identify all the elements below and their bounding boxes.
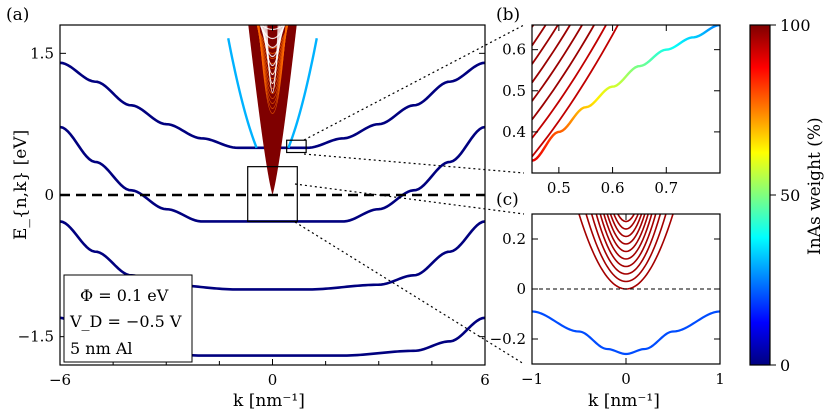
panel-b-red-band-4 [532,25,572,84]
panel-c-lower-band [532,310,720,356]
legend-phi: Φ = 0.1 eV [80,286,169,305]
panel-c-subband-0 [578,214,674,290]
panel-b-red-band-3 [532,25,584,102]
panel-c-subband-9 [616,214,636,223]
panel-c-subband-4 [599,214,653,260]
panel-b-label: (b) [496,5,520,25]
panel-b-xtick-label: 0.7 [654,179,678,197]
panel-b-graded-band [532,25,720,162]
panel-c-subband-8 [613,214,639,230]
colorbar-ticks: 0 50 100 [770,16,811,375]
panel-c-xtick-label: 1 [715,370,725,388]
inas-subband-highlight [254,12,291,21]
panel-a-ytick-label: −1.5 [18,328,54,346]
panel-b-red-band-2 [532,25,596,121]
inas-subband [256,25,289,54]
panel-c-subband-3 [595,214,657,268]
panel-c-ytick-label: 0 [516,280,526,298]
panel-b-ticks: 0.5 0.6 0.7 0.4 0.5 0.6 [502,25,720,197]
panel-a: −6 0 6 −1.5 0 1.5 (a) k [nm⁻¹] E_{n,k} [eV] Φ… [6,5,490,411]
panel-c-ticks: −1 0 1 −0.2 0 0.2 [490,214,725,388]
panel-c-label: (c) [496,190,519,210]
panel-b-frame [531,24,721,174]
panel-b-ytick-label: 0.6 [502,41,526,59]
panel-b-ytick-label: 0.5 [502,82,526,100]
panel-c-subband-1 [585,214,667,283]
panel-c-subband-6 [606,214,646,245]
panel-c-ytick-label: −0.2 [490,330,526,348]
hybrid-branch [287,37,318,149]
colorbar-tick-label: 0 [780,356,790,375]
inas-subband-highlight [255,20,289,21]
panel-b-xtick-label: 0.5 [547,179,571,197]
panel-c-subband-7 [609,214,643,238]
colorbar: 0 50 100 InAs weight (%) [749,16,825,375]
panel-b-red-band-0 [532,25,619,158]
inset-box-0 [286,139,307,154]
hybrid-branch [227,37,258,149]
panel-b-red-band-6 [532,25,547,47]
panel-b-xtick-label: 0.6 [601,179,625,197]
panel-b-ytick-label: 0.4 [502,123,526,141]
panel-a-label: (a) [6,5,29,25]
colorbar-gradient [749,24,771,366]
colorbar-tick-label: 100 [780,16,811,35]
panel-a-xtick-label: 0 [268,371,278,389]
legend-al: 5 nm Al [70,339,133,358]
legend-vd: V_D = −0.5 V [69,312,182,331]
inas-subband [256,25,289,49]
panel-c-xtick-label: −1 [521,370,543,388]
panel-c-subband-5 [603,214,649,253]
colorbar-label: InAs weight (%) [805,117,825,255]
inas-cone [248,25,297,195]
panel-c-ytick-label: 0.2 [502,230,526,248]
panel-a-ylabel: E_{n,k} [eV] [11,130,31,240]
panel-a-ticks: −6 0 6 −1.5 0 1.5 [18,25,490,389]
panel-c-bands [532,214,720,356]
panel-b-red-band-8 [532,0,747,9]
panel-b-red-band-7 [532,25,535,28]
inset-connectors [294,24,525,365]
panel-c-xtick-label: 0 [621,370,631,388]
panel-a-xlabel: k [nm⁻¹] [233,391,305,411]
parameter-legend: Φ = 0.1 eV V_D = −0.5 V 5 nm Al [63,274,193,363]
panel-c: −1 0 1 −0.2 0 0.2 (c) k [nm⁻¹] [490,190,725,411]
panel-b: 0.5 0.6 0.7 0.4 0.5 0.6 (b) [496,0,747,197]
panel-a-xtick-label: 6 [480,371,490,389]
panel-a-xtick-label: −6 [49,371,71,389]
panel-b-bands [532,0,747,162]
panel-a-ytick-label: 1.5 [30,44,54,62]
panel-a-ytick-label: 0 [44,186,54,204]
colorbar-tick-label: 50 [780,186,800,205]
inset-box-1 [247,166,298,223]
panel-b-red-band-1 [532,25,608,139]
panel-c-xlabel: k [nm⁻¹] [588,391,660,411]
panel-c-subband-2 [590,214,662,275]
